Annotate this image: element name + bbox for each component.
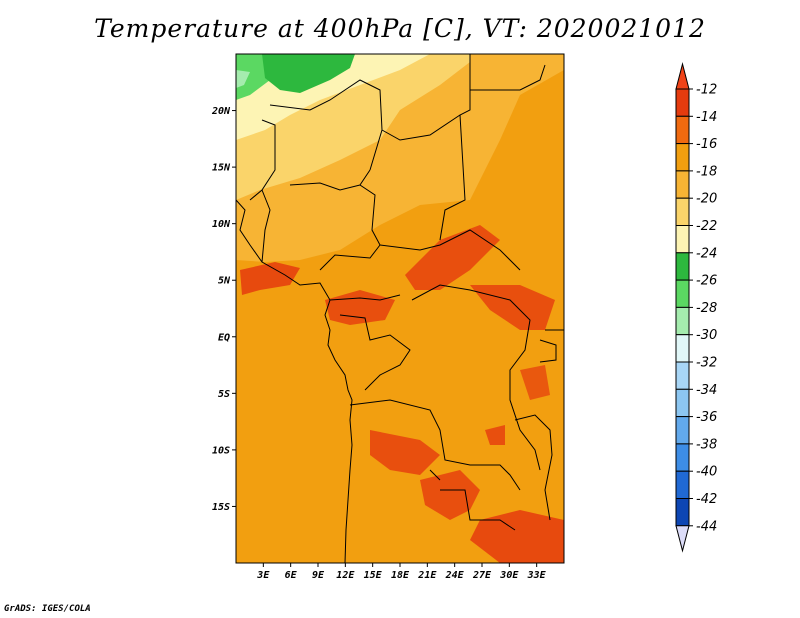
plot-title: Temperature at 400hPa [C], VT: 202002101… — [94, 14, 706, 43]
lon-tick-label: 21E — [417, 570, 437, 581]
lat-tick-label: 10S — [212, 445, 230, 456]
colorbar-label: -18 — [696, 164, 717, 179]
lon-tick-label: 15E — [364, 570, 383, 581]
lon-tick-label: 9E — [312, 570, 325, 581]
latitude-axis: 20N 15N 10N 5N EQ 5S 10S 15S — [211, 106, 236, 513]
colorbar-swatch — [675, 306, 690, 336]
colorbar-label: -16 — [696, 137, 717, 152]
lat-tick-label: 20N — [211, 106, 231, 117]
colorbar-swatch — [675, 88, 690, 117]
colorbar-label: -22 — [696, 219, 717, 234]
lat-tick-label: 15N — [212, 163, 231, 174]
lon-tick-label: 18E — [391, 570, 410, 581]
lon-tick-label: 24E — [445, 570, 465, 581]
colorbar-swatch — [675, 361, 690, 390]
colorbar-swatch — [675, 115, 690, 145]
longitude-axis: 3E 6E 9E 12E 15E 18E 21E 24E 27E 30E 33E — [256, 563, 547, 581]
lon-tick-label: 3E — [256, 570, 270, 581]
colorbar-swatch — [675, 470, 690, 500]
lat-tick-label: EQ — [218, 332, 230, 343]
colorbar-label: -36 — [696, 410, 717, 425]
colorbar-label: -20 — [696, 192, 717, 207]
colorbar-label: -26 — [696, 274, 717, 289]
colorbar-label: -32 — [696, 356, 717, 371]
colorbar-label: -42 — [696, 492, 717, 507]
colorbar-swatch — [675, 498, 690, 527]
colorbar-swatch — [675, 170, 690, 199]
lat-tick-label: 5N — [218, 276, 231, 287]
colorbar-swatch — [675, 279, 690, 308]
temperature-field — [236, 54, 564, 563]
colorbar-label: -28 — [696, 301, 717, 316]
colorbar-swatch — [675, 416, 690, 445]
colorbar-top-arrow — [675, 62, 690, 90]
lon-tick-label: 33E — [527, 570, 547, 581]
colorbar-label: -30 — [696, 328, 717, 343]
lat-tick-label: 5S — [218, 389, 230, 400]
lon-tick-label: 12E — [336, 570, 355, 581]
colorbar-swatch — [675, 252, 690, 281]
lon-tick-label: 27E — [472, 570, 492, 581]
colorbar-label: -38 — [696, 437, 717, 452]
colorbar-label: -34 — [696, 383, 717, 398]
lat-tick-label: 15S — [212, 502, 230, 513]
colorbar-label: -14 — [696, 110, 717, 125]
country-borders — [236, 54, 564, 563]
colorbar-label: -44 — [696, 519, 717, 534]
colorbar-swatch — [675, 334, 690, 363]
colorbar-swatch — [675, 225, 690, 254]
colorbar-label: -40 — [696, 465, 717, 480]
colorbar-label: -12 — [696, 83, 717, 98]
credit-label: GrADS: IGES/COLA — [4, 604, 91, 614]
colorbar-swatch — [675, 443, 690, 472]
colorbar-swatch — [675, 388, 690, 418]
colorbar-label: -24 — [696, 246, 717, 261]
colorbar-swatch — [675, 197, 690, 226]
colorbar: -12 -14 -16 -18 -20 -22 -24 -26 -28 -30 -32 -34 -36 -… — [675, 62, 717, 553]
colorbar-swatch — [675, 143, 690, 172]
lon-tick-label: 30E — [499, 570, 519, 581]
colorbar-bottom-arrow — [675, 525, 690, 553]
lat-tick-label: 10N — [212, 219, 231, 230]
lon-tick-label: 6E — [285, 570, 298, 581]
